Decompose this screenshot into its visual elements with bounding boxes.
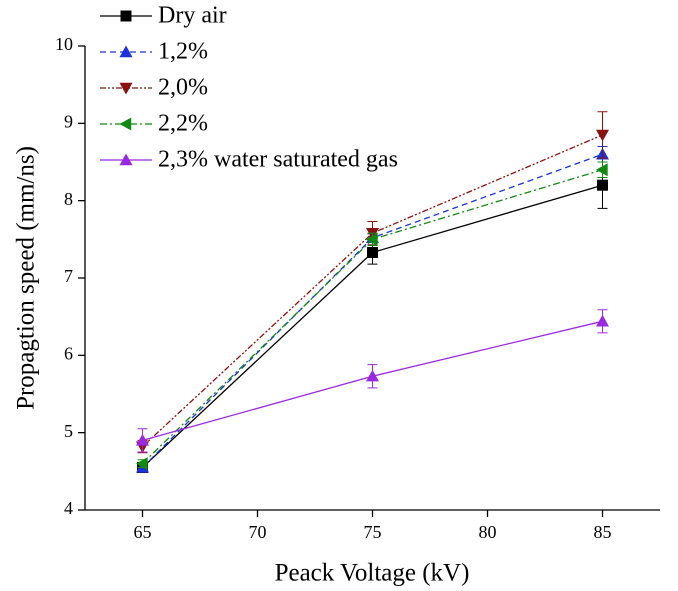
- x-tick-label: 85: [594, 522, 612, 542]
- y-tick-label: 9: [64, 111, 73, 131]
- legend-label: 2,3% water saturated gas: [158, 147, 398, 173]
- marker: [366, 369, 379, 382]
- y-tick-label: 6: [64, 343, 73, 363]
- marker: [596, 163, 608, 177]
- marker: [596, 129, 609, 142]
- legend-marker: [119, 153, 133, 166]
- marker: [367, 246, 378, 258]
- y-tick-label: 4: [64, 498, 73, 518]
- legend-label: Dry air: [158, 3, 227, 29]
- series-line: [142, 169, 603, 465]
- x-tick-label: 80: [479, 522, 497, 542]
- y-tick-label: 5: [64, 421, 73, 441]
- marker: [366, 232, 378, 246]
- marker: [597, 179, 608, 191]
- x-tick-label: 75: [364, 522, 382, 542]
- series-line: [142, 134, 603, 448]
- legend-label: 1,2%: [158, 39, 208, 65]
- legend-marker: [119, 117, 132, 131]
- marker: [136, 457, 148, 471]
- legend-marker: [120, 10, 132, 22]
- y-tick-label: 7: [64, 266, 73, 286]
- legend-label: 2,2%: [158, 111, 208, 137]
- y-axis-label: Propagtion speed (mm/ns): [13, 146, 40, 410]
- legend-marker: [119, 45, 133, 58]
- y-tick-label: 10: [55, 34, 73, 54]
- marker: [596, 314, 609, 327]
- y-tick-label: 8: [64, 189, 73, 209]
- marker: [136, 433, 149, 446]
- x-axis-label: Peack Voltage (kV): [275, 560, 470, 587]
- legend-marker: [119, 82, 133, 95]
- x-tick-label: 65: [134, 522, 152, 542]
- x-tick-label: 70: [249, 522, 267, 542]
- legend-label: 2,0%: [158, 75, 208, 101]
